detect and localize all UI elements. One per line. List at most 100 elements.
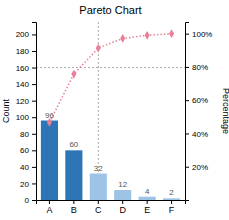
tick: 0 xyxy=(25,196,36,205)
tick-label: D xyxy=(119,205,126,215)
line-series xyxy=(47,29,174,127)
y2-axis: 20% 40% 60% 80% 100% xyxy=(185,23,212,201)
tick-mark xyxy=(98,200,99,204)
marker xyxy=(145,31,150,40)
tick-label: 20 xyxy=(20,180,29,189)
axis-line xyxy=(37,201,186,205)
marker xyxy=(120,34,125,43)
tick-label: 60% xyxy=(192,96,208,105)
tick-mark xyxy=(49,200,50,204)
tick: 200 xyxy=(16,30,36,39)
tick: 80% xyxy=(185,63,208,72)
tick: D xyxy=(119,200,126,215)
bar xyxy=(163,198,180,200)
bar xyxy=(114,190,131,200)
data-labels: 96 60 32 12 4 2 xyxy=(45,111,174,198)
tick-mark xyxy=(185,133,189,134)
tick-label: C xyxy=(95,205,102,215)
tick: 20% xyxy=(185,163,208,172)
plot-area: 96 60 32 12 4 2 A B C D E F 0 20 40 60 80 100 120 140 160 180… xyxy=(16,22,213,215)
tick: C xyxy=(95,200,102,215)
tick-mark xyxy=(73,200,74,204)
tick-label: 180 xyxy=(16,47,30,56)
tick: 100% xyxy=(185,30,212,39)
bar xyxy=(41,121,58,200)
tick-mark xyxy=(32,84,36,85)
tick-mark xyxy=(32,51,36,52)
axis-line xyxy=(32,23,37,201)
axis-line xyxy=(186,23,190,201)
tick: F xyxy=(169,200,175,215)
tick-mark xyxy=(32,68,36,69)
marker xyxy=(169,29,174,38)
tick: 40 xyxy=(20,163,36,172)
tick: E xyxy=(144,200,150,215)
tick-label: 40% xyxy=(192,130,208,139)
tick-label: E xyxy=(144,205,150,215)
chart: 96 60 32 12 4 2 A B C D E F 0 20 40 60 80 100 120 140 160 180… xyxy=(0,0,229,220)
tick: 20 xyxy=(20,180,36,189)
tick-label: 120 xyxy=(16,97,30,106)
tick-label: 200 xyxy=(16,30,30,39)
tick-mark xyxy=(32,167,36,168)
bars xyxy=(41,121,180,200)
marker xyxy=(96,44,101,53)
tick: B xyxy=(71,200,77,215)
tick-mark xyxy=(185,100,189,101)
data-label: 2 xyxy=(169,188,174,197)
data-label: 12 xyxy=(118,180,127,189)
tick-mark xyxy=(32,101,36,102)
tick: 80 xyxy=(20,130,36,139)
data-label: 32 xyxy=(94,164,103,173)
marker xyxy=(71,70,76,79)
tick-label: 60 xyxy=(20,146,29,155)
tick-label: 40 xyxy=(20,163,29,172)
tick: 180 xyxy=(16,47,36,56)
tick-label: 80% xyxy=(192,63,208,72)
tick-mark xyxy=(147,200,148,204)
bar xyxy=(65,150,82,200)
y-axis: 0 20 40 60 80 100 120 140 160 180 200 xyxy=(16,23,37,206)
data-label: 4 xyxy=(145,187,150,196)
tick-label: 80 xyxy=(20,130,29,139)
tick-mark xyxy=(185,34,189,35)
tick-mark xyxy=(32,183,36,184)
tick: 160 xyxy=(16,64,36,73)
tick: 60% xyxy=(185,96,208,105)
tick-label: 20% xyxy=(192,163,208,172)
tick-mark xyxy=(122,200,123,204)
marks xyxy=(36,22,185,200)
tick-label: 100% xyxy=(192,30,212,39)
tick-mark xyxy=(32,150,36,151)
title: Pareto Chart xyxy=(79,4,141,16)
line xyxy=(49,34,171,123)
tick-label: 0 xyxy=(25,196,30,205)
tick-label: B xyxy=(71,205,77,215)
tick-mark xyxy=(185,167,189,168)
tick-label: 140 xyxy=(16,80,30,89)
tick: 120 xyxy=(16,97,36,106)
tick: 60 xyxy=(20,146,36,155)
tick-label: F xyxy=(169,205,175,215)
data-label: 96 xyxy=(45,111,54,120)
tick: A xyxy=(46,200,52,215)
tick-mark xyxy=(32,200,36,201)
x-axis: A B C D E F xyxy=(37,200,186,215)
tick: 40% xyxy=(185,130,208,139)
tick-label: 100 xyxy=(16,113,30,122)
tick-mark xyxy=(171,200,172,204)
y-axis-title: Count xyxy=(1,99,11,124)
tick-mark xyxy=(185,67,189,68)
tick-mark xyxy=(32,117,36,118)
data-label: 60 xyxy=(69,140,78,149)
reference-line-h xyxy=(36,67,185,68)
tick: 140 xyxy=(16,80,36,89)
bar xyxy=(139,197,156,200)
y2-axis-title: Percentage xyxy=(221,88,229,134)
tick-mark xyxy=(32,34,36,35)
tick-label: A xyxy=(46,205,52,215)
bar xyxy=(90,174,107,200)
tick-label: 160 xyxy=(16,64,30,73)
tick: 100 xyxy=(16,113,36,122)
tick-mark xyxy=(32,134,36,135)
